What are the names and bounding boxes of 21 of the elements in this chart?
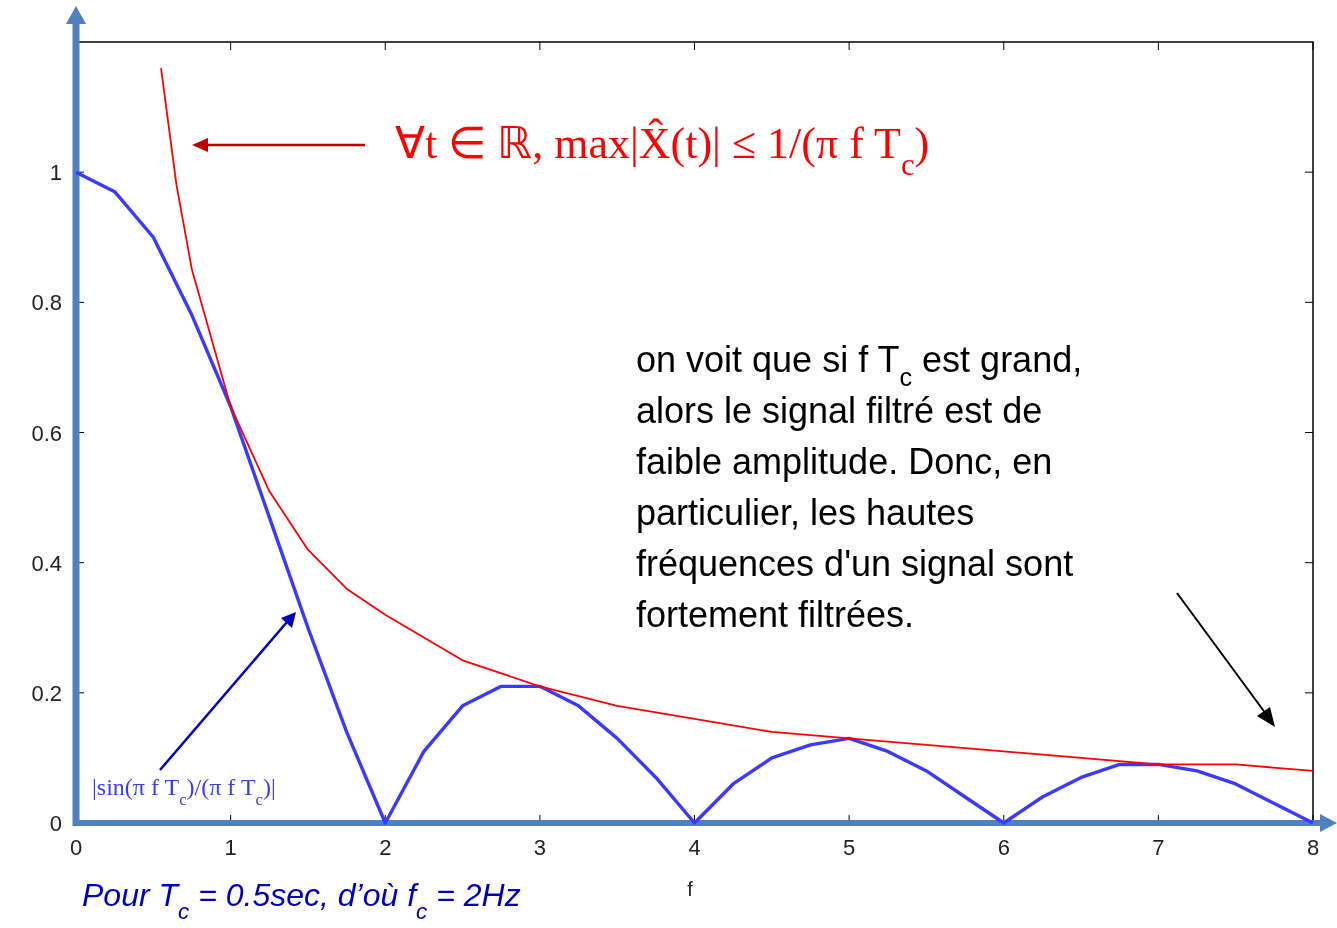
- text: ∀t ∈ ℝ, max|X̂(t)| ≤ 1/(π f T$_{c}$): [395, 118, 930, 182]
- x-tick-label: 2: [379, 835, 392, 860]
- annotation: on voit que si f T$_{c}$ est grand, alors le signal filtré est de faible amplitude. Donc, en particulier, les hautes fréquences d'un signal sont fortement filtrées.: [636, 339, 1083, 635]
- text: |sin(π f T$_{c}$)/(π f T$_{c}$)|: [92, 774, 276, 809]
- x-tick-label: 0: [69, 835, 83, 860]
- x-axis-title: f: [687, 878, 694, 900]
- x-tick-label: 5: [843, 835, 856, 860]
- text: Pour T$_{c}$ = 0.5sec, d’où f$_{c}$ = 2Hz: [82, 877, 521, 924]
- y-tick-label: 0.6: [31, 420, 62, 446]
- line-series: [160, 67, 1314, 772]
- x-tick-label: 1: [224, 835, 237, 860]
- y-tick-label: 0.2: [31, 680, 62, 706]
- x-tick-label: 8: [1306, 835, 1320, 860]
- x-tick-label: 7: [1152, 835, 1165, 860]
- x-tick-label: 6: [997, 835, 1010, 860]
- y-tick-label: 0.4: [31, 550, 62, 576]
- x-tick-label: 3: [533, 835, 546, 860]
- x-tick-label: 4: [688, 835, 701, 860]
- y-tick-label: 0: [49, 811, 62, 836]
- y-tick-label: 1: [49, 160, 62, 186]
- y-tick-label: 0.8: [31, 290, 62, 316]
